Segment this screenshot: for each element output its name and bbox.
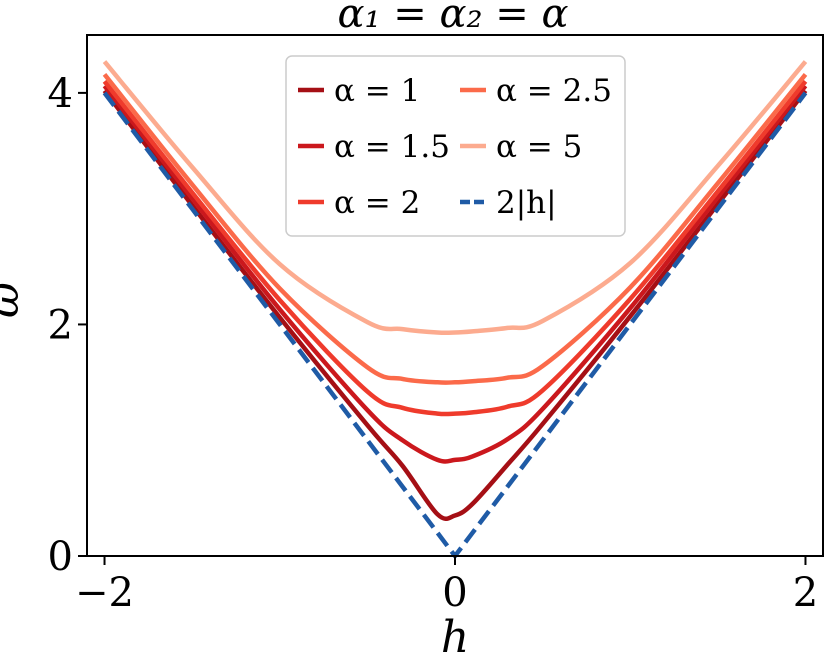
x-tick-label-2: 2: [793, 570, 818, 616]
legend: α = 1 α = 1.5 α = 2 α = 2.5 α = 5 2|h|: [285, 55, 626, 237]
series-line-0: [102, 89, 808, 522]
series-line-3: [102, 72, 808, 385]
series-line-1: [102, 84, 808, 464]
legend-label-5: 2|h|: [496, 185, 557, 221]
y-axis-label: ω̄: [0, 282, 29, 318]
legend-label-1: α = 1.5: [334, 129, 450, 165]
y-tick-label-2: 4: [48, 71, 73, 117]
legend-box: [285, 55, 626, 237]
legend-label-0: α = 1: [334, 73, 420, 109]
y-tick-label-1: 2: [48, 302, 73, 348]
legend-label-4: α = 5: [496, 129, 582, 165]
y-tick-label-0: 0: [48, 534, 73, 580]
chart-title: α₁ = α₂ = α: [338, 0, 569, 37]
legend-label-3: α = 2.5: [496, 73, 612, 109]
series-line-4: [102, 60, 808, 336]
x-axis-label: h: [441, 612, 469, 662]
series-line-2: [102, 79, 808, 417]
legend-label-2: α = 2: [334, 185, 420, 221]
x-tick-label-0: −2: [75, 570, 134, 616]
x-tick-label-1: 0: [442, 570, 467, 616]
